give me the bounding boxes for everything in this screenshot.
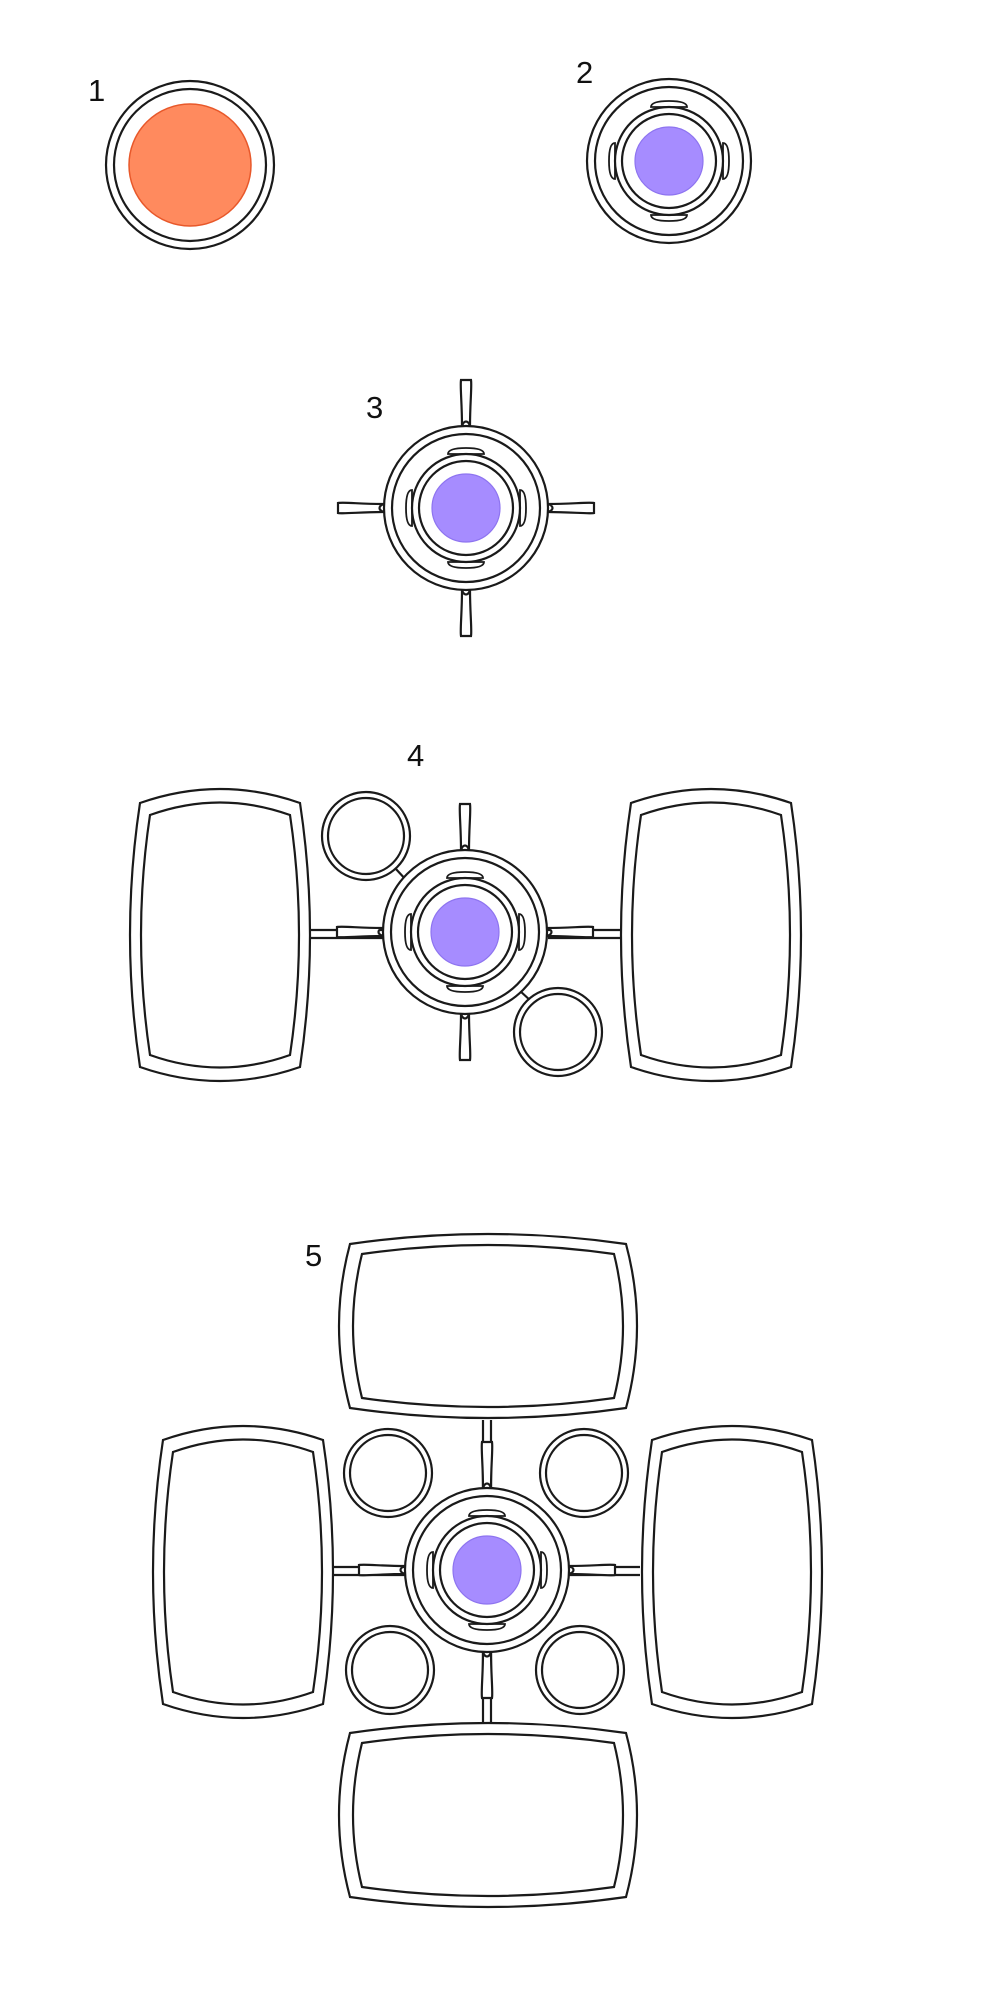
stage-3 — [336, 378, 596, 638]
stage-2-label: 2 — [576, 55, 593, 90]
stage-1: 1 — [88, 73, 276, 251]
stage-1-label: 1 — [88, 73, 105, 108]
stage-5-label: 5 — [305, 1238, 322, 1273]
stage-4-label: 4 — [407, 738, 424, 773]
stage-1-inner-ring — [112, 87, 268, 243]
stage-1-core — [128, 103, 252, 227]
stage-3-core — [431, 473, 501, 543]
stage-2 — [585, 77, 753, 245]
stage-3-label: 3 — [366, 390, 383, 425]
stage-5 — [151, 1232, 824, 1909]
stage-4 — [128, 787, 803, 1083]
stage-5-core — [452, 1535, 522, 1605]
stage-4-core — [430, 897, 500, 967]
stage-2-core — [634, 126, 704, 196]
